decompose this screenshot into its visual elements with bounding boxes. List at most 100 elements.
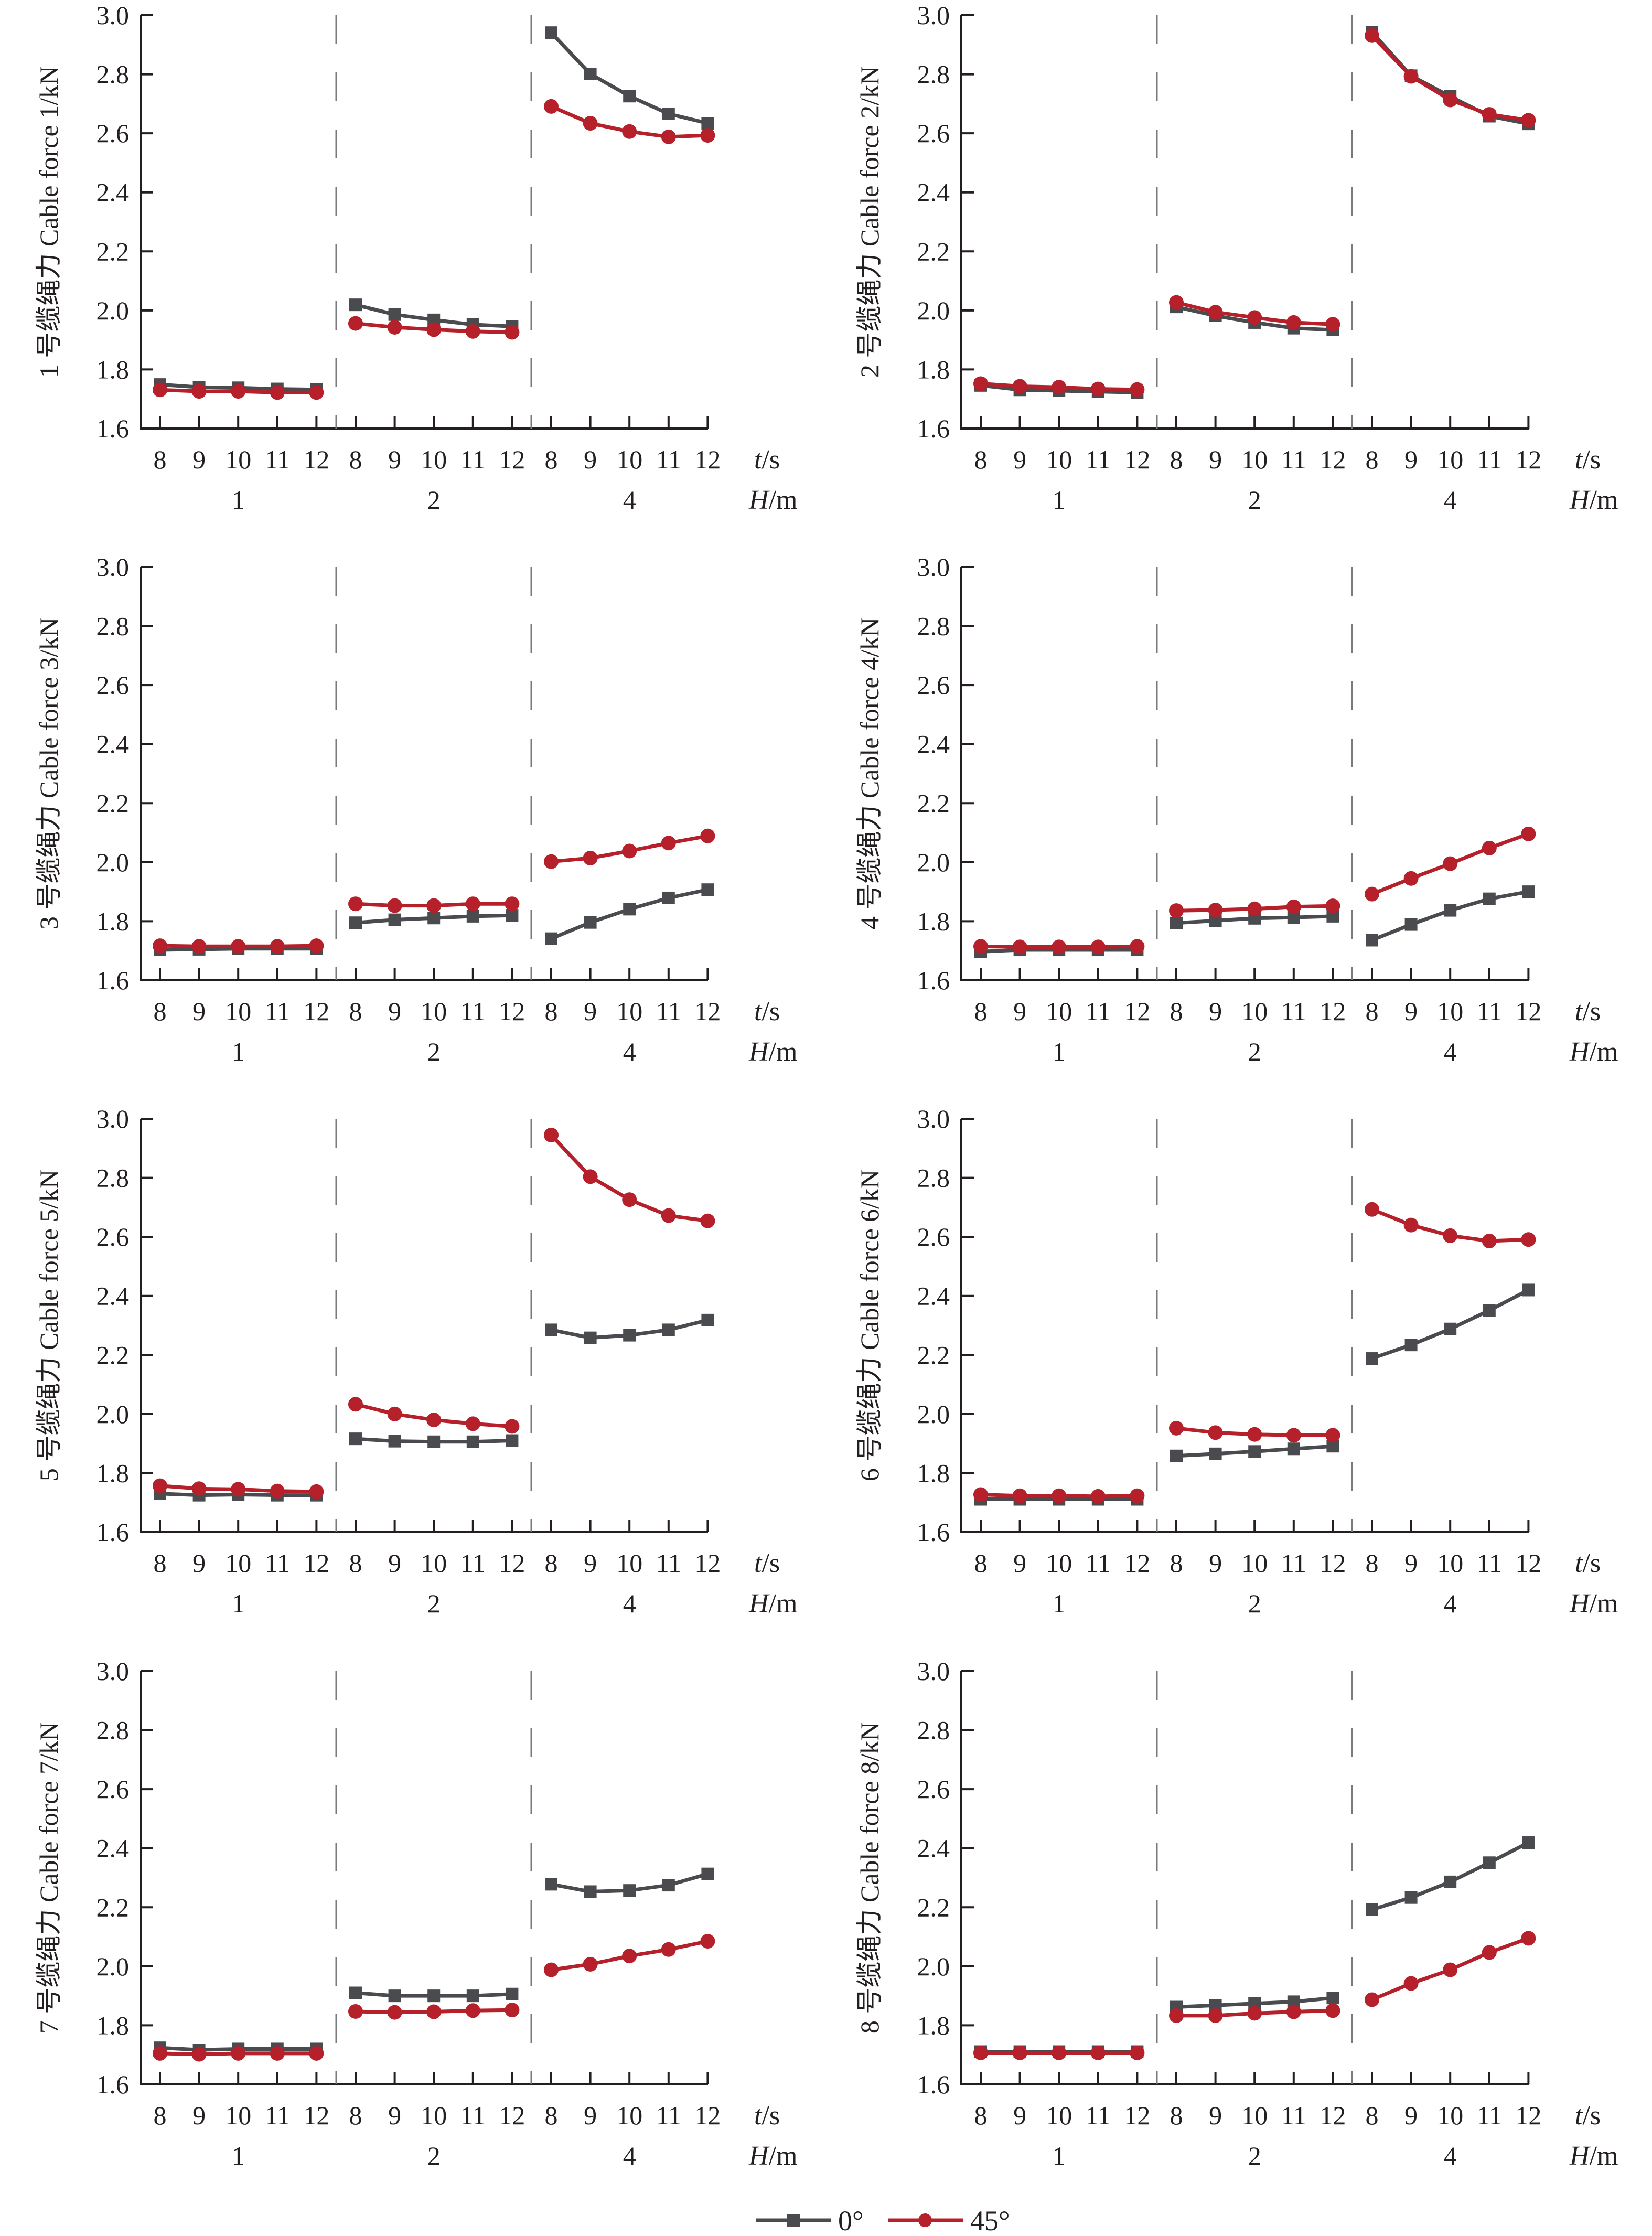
x-tick-label: 12 bbox=[1515, 997, 1541, 1026]
data-point-0deg bbox=[1444, 904, 1457, 917]
x-tick-label: 9 bbox=[1013, 997, 1026, 1026]
data-point-0deg bbox=[466, 910, 479, 923]
y-tick-label: 2.4 bbox=[917, 1281, 950, 1311]
x-outer-axis-title: H/m bbox=[1569, 485, 1618, 515]
group-label: 1 bbox=[232, 485, 245, 515]
y-tick-label: 2.2 bbox=[917, 1892, 950, 1922]
data-point-45deg bbox=[1365, 1202, 1379, 1217]
data-point-0deg bbox=[623, 90, 636, 103]
x-inner-axis-title: t/s bbox=[1575, 1548, 1601, 1578]
x-tick-label: 11 bbox=[1281, 445, 1306, 474]
x-tick-label: 9 bbox=[192, 1548, 206, 1578]
x-tick-label: 12 bbox=[499, 445, 525, 474]
data-point-45deg bbox=[1012, 1488, 1027, 1503]
x-tick-label: 10 bbox=[1241, 445, 1268, 474]
data-point-45deg bbox=[1325, 1428, 1340, 1443]
y-tick-label: 2.0 bbox=[917, 296, 950, 325]
data-point-45deg bbox=[426, 898, 442, 913]
y-tick-label: 2.4 bbox=[96, 730, 130, 759]
chart-panel-4: 1.6 1.8 2.0 2.2 2.4 2.6 2.8 3.0 4 号缆绳力 Cable for… bbox=[855, 552, 1618, 1067]
data-point-45deg bbox=[1482, 840, 1497, 855]
data-point-45deg bbox=[309, 1484, 324, 1499]
data-point-45deg bbox=[426, 1413, 442, 1428]
x-tick-label: 11 bbox=[656, 1548, 681, 1578]
x-tick-label: 11 bbox=[1477, 445, 1502, 474]
x-tick-label: 8 bbox=[154, 2101, 167, 2130]
data-point-45deg bbox=[191, 2047, 207, 2062]
data-point-45deg bbox=[309, 2046, 324, 2061]
x-tick-label: 10 bbox=[421, 2101, 447, 2130]
legend: 0° 45° bbox=[756, 2205, 1010, 2236]
data-point-45deg bbox=[622, 1949, 637, 1964]
data-point-0deg bbox=[623, 1329, 636, 1342]
y-tick-label: 2.2 bbox=[917, 1340, 950, 1370]
y-tick-label: 2.6 bbox=[96, 119, 130, 148]
x-tick-label: 9 bbox=[192, 2101, 206, 2130]
data-point-0deg bbox=[701, 1313, 714, 1326]
x-tick-label: 8 bbox=[974, 1548, 988, 1578]
x-tick-label: 12 bbox=[1124, 997, 1150, 1026]
y-tick-label: 2.8 bbox=[917, 612, 950, 641]
data-point-45deg bbox=[1482, 1945, 1497, 1960]
data-point-45deg bbox=[583, 1169, 598, 1184]
x-tick-label: 8 bbox=[154, 445, 167, 474]
x-tick-label: 12 bbox=[303, 445, 329, 474]
y-tick-label: 1.8 bbox=[917, 2010, 950, 2040]
y-tick-label: 2.6 bbox=[96, 670, 130, 700]
data-point-45deg bbox=[1052, 1488, 1067, 1503]
data-point-45deg bbox=[1482, 1234, 1497, 1249]
data-point-45deg bbox=[622, 843, 637, 859]
y-tick-label: 2.2 bbox=[96, 237, 130, 266]
data-point-45deg bbox=[153, 938, 167, 954]
x-tick-label: 11 bbox=[1477, 2101, 1502, 2130]
y-tick-label: 2.0 bbox=[917, 848, 950, 877]
data-point-45deg bbox=[1247, 1427, 1262, 1442]
data-point-45deg bbox=[973, 939, 988, 954]
data-point-45deg bbox=[309, 385, 324, 400]
y-tick-label: 2.6 bbox=[917, 119, 950, 148]
data-point-45deg bbox=[544, 99, 559, 114]
x-tick-label: 11 bbox=[1281, 2101, 1306, 2130]
x-tick-label: 8 bbox=[349, 997, 362, 1026]
y-tick-label: 2.4 bbox=[96, 1834, 130, 1863]
x-tick-label: 12 bbox=[694, 997, 721, 1026]
data-point-45deg bbox=[1130, 939, 1145, 954]
x-tick-label: 10 bbox=[616, 997, 642, 1026]
group-label: 1 bbox=[232, 2141, 245, 2170]
x-tick-label: 10 bbox=[1437, 2101, 1463, 2130]
x-inner-axis-title: t/s bbox=[754, 445, 780, 475]
chart-panel-1: 1.6 1.8 2.0 2.2 2.4 2.6 2.8 3.0 1 号缆绳力 Cable for… bbox=[34, 1, 797, 515]
y-tick-label: 2.2 bbox=[96, 788, 130, 818]
x-tick-label: 11 bbox=[656, 445, 681, 474]
x-tick-label: 9 bbox=[1404, 997, 1418, 1026]
y-tick-label: 2.8 bbox=[917, 1163, 950, 1193]
data-point-45deg bbox=[1521, 826, 1536, 841]
data-point-45deg bbox=[231, 384, 246, 399]
x-tick-label: 9 bbox=[1013, 445, 1026, 474]
data-point-0deg bbox=[584, 1885, 597, 1898]
data-point-0deg bbox=[427, 1989, 441, 2003]
data-point-0deg bbox=[545, 1878, 557, 1891]
chart-panels: 1.6 1.8 2.0 2.2 2.4 2.6 2.8 3.0 1 号缆绳力 Cable for… bbox=[34, 1, 1618, 2171]
x-tick-label: 11 bbox=[1086, 2101, 1111, 2130]
y-tick-label: 2.4 bbox=[96, 1281, 130, 1311]
x-tick-label: 10 bbox=[225, 1548, 251, 1578]
x-tick-label: 11 bbox=[265, 1548, 290, 1578]
x-tick-label: 8 bbox=[974, 997, 988, 1026]
y-tick-label: 2.8 bbox=[96, 612, 130, 641]
data-point-0deg bbox=[506, 1987, 519, 2000]
data-point-45deg bbox=[505, 2003, 520, 2018]
group-label: 2 bbox=[427, 1037, 441, 1066]
x-tick-label: 8 bbox=[1170, 2101, 1183, 2130]
x-tick-label: 11 bbox=[265, 445, 290, 474]
x-tick-label: 8 bbox=[349, 445, 362, 474]
data-point-45deg bbox=[270, 1483, 285, 1499]
y-tick-label: 1.8 bbox=[917, 906, 950, 936]
data-point-45deg bbox=[700, 128, 715, 143]
y-axis-title: 7 号缆绳力 Cable force 7/kN bbox=[34, 1722, 63, 2034]
group-label: 1 bbox=[232, 1589, 245, 1618]
y-tick-label: 1.6 bbox=[96, 2070, 130, 2099]
data-point-0deg bbox=[1404, 1891, 1418, 1904]
data-point-45deg bbox=[544, 854, 559, 869]
x-tick-label: 11 bbox=[656, 997, 681, 1026]
